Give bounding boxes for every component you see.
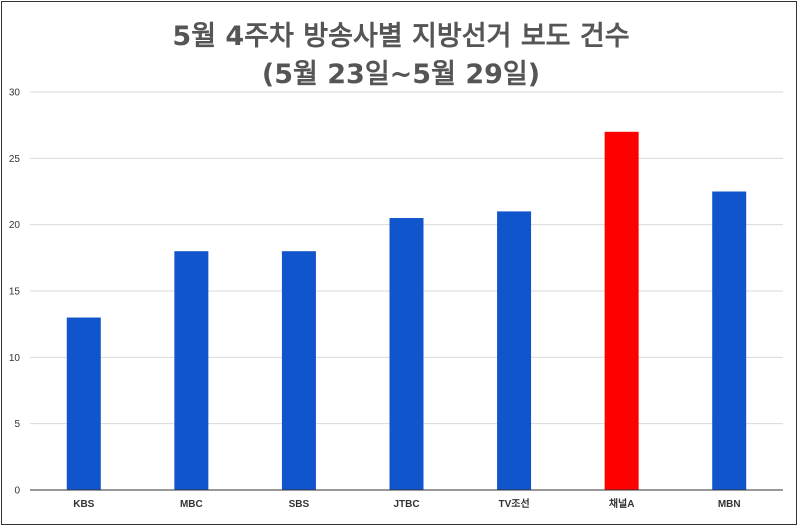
x-tick-label: MBN	[718, 499, 741, 510]
y-tick-label: 15	[9, 287, 21, 298]
bar	[281, 251, 316, 490]
x-tick-label: JTBC	[393, 499, 419, 510]
y-tick-label: 10	[9, 353, 21, 364]
x-tick-label: TV조선	[498, 497, 529, 510]
x-tick-label: KBS	[73, 499, 94, 510]
chart-subtitle: (5월 23일~5월 29일)	[261, 59, 541, 90]
x-tick-label: SBS	[289, 499, 310, 510]
y-tick-label: 5	[14, 419, 20, 430]
x-tick-label: MBC	[180, 499, 203, 510]
y-tick-label: 30	[9, 88, 21, 99]
bar	[497, 211, 532, 490]
y-tick-label: 25	[9, 154, 21, 165]
bar	[66, 317, 101, 490]
y-tick-label: 20	[9, 220, 21, 231]
bar	[604, 131, 639, 491]
bar	[174, 251, 209, 490]
bar	[389, 218, 424, 491]
y-tick-label: 0	[14, 486, 20, 497]
x-tick-label: 채널A	[609, 497, 635, 510]
bar	[712, 191, 747, 490]
chart-title: 5월 4주차 방송사별 지방선거 보도 건수	[172, 21, 630, 52]
chart-title-block: 5월 4주차 방송사별 지방선거 보도 건수 (5월 23일~5월 29일)	[2, 18, 800, 94]
